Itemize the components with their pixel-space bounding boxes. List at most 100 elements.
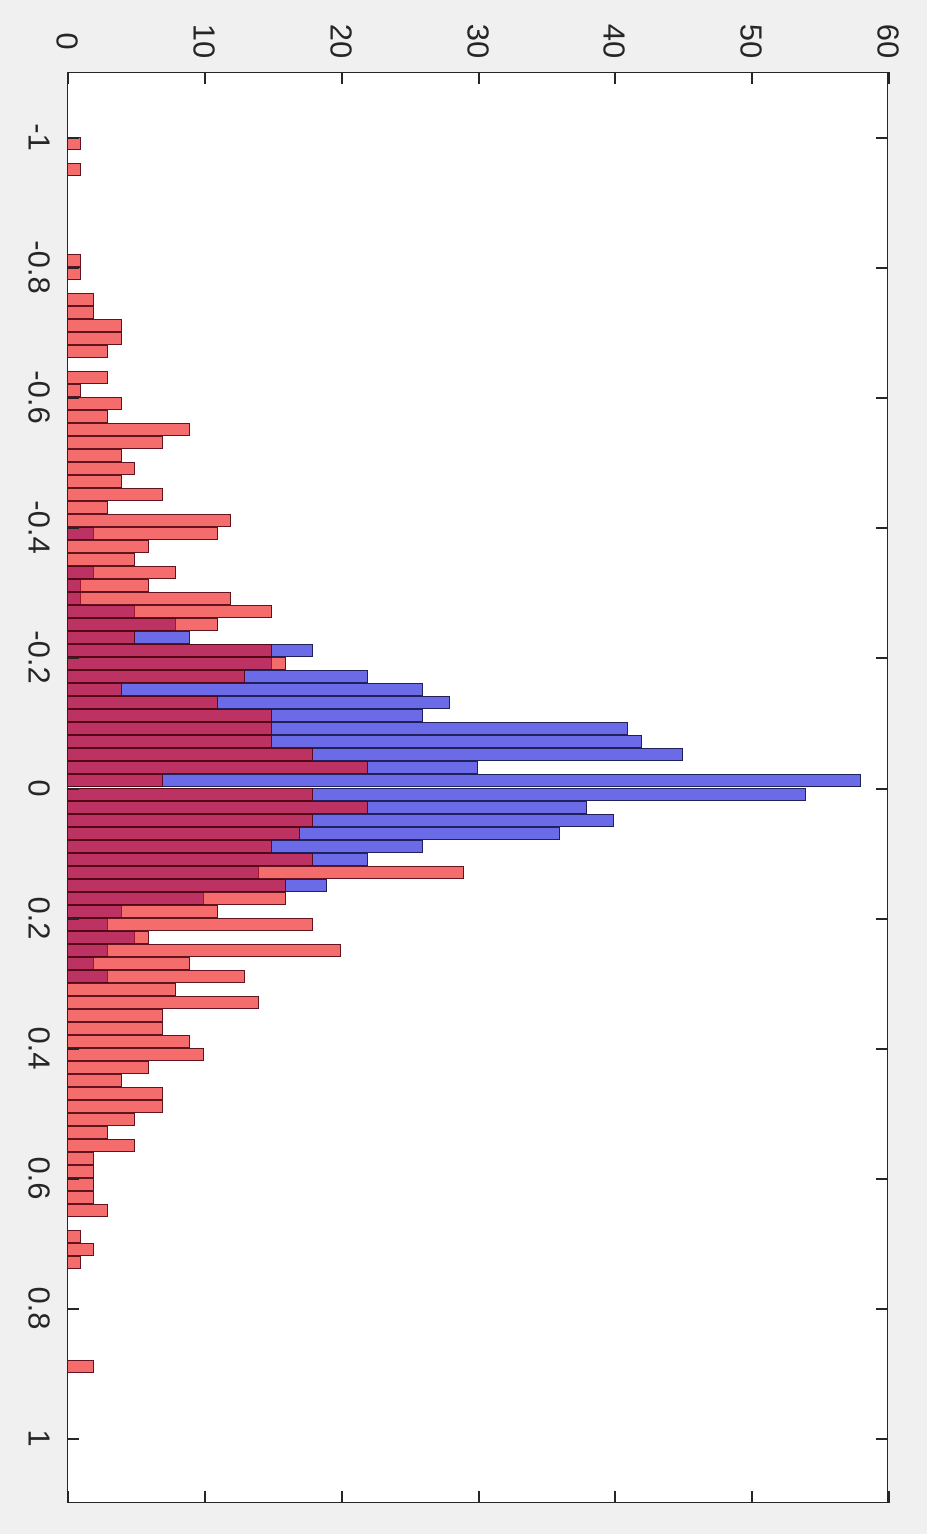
tick-mark <box>67 527 79 529</box>
red-histogram-bar <box>67 371 108 384</box>
red-histogram-bar <box>67 579 149 592</box>
red-histogram-bar <box>67 1100 163 1113</box>
red-histogram-bar <box>67 853 313 866</box>
tick-mark <box>67 1308 79 1310</box>
red-histogram-bar <box>67 1022 163 1035</box>
tick-mark <box>888 72 890 84</box>
red-histogram-bar <box>67 957 190 970</box>
red-histogram-bar <box>67 709 272 722</box>
red-histogram-bar <box>67 345 108 358</box>
red-histogram-bar <box>67 892 286 905</box>
red-histogram-bar <box>67 814 313 827</box>
red-histogram-bar <box>67 319 122 332</box>
position-axis-tick-label: -0.4 <box>21 500 57 555</box>
tick-mark <box>341 72 343 84</box>
red-histogram-bar <box>67 1035 190 1048</box>
value-axis-tick-label: 10 <box>186 23 222 59</box>
tick-mark <box>478 1491 480 1503</box>
red-histogram-bar <box>67 384 81 397</box>
tick-mark <box>478 72 480 84</box>
red-histogram-bar <box>67 1204 108 1217</box>
red-histogram-bar <box>67 1230 81 1243</box>
position-axis-tick-label: -1 <box>21 123 57 151</box>
tick-mark <box>614 72 616 84</box>
red-histogram-bar <box>67 683 122 696</box>
red-histogram-bar <box>67 1256 81 1269</box>
tick-mark <box>876 918 888 920</box>
red-histogram-bar <box>67 540 149 553</box>
position-axis-tick-label: 0.2 <box>21 896 57 940</box>
red-histogram-bar <box>67 1360 94 1373</box>
red-histogram-bar <box>67 1009 163 1022</box>
red-histogram-bar <box>67 644 272 657</box>
value-axis-tick-label: 40 <box>596 23 632 59</box>
red-histogram-bar <box>67 944 341 957</box>
tick-mark <box>67 137 79 139</box>
red-histogram-bar <box>67 592 231 605</box>
position-axis-tick-label: 0.4 <box>21 1026 57 1070</box>
red-histogram-bar <box>67 332 122 345</box>
tick-mark <box>67 1048 79 1050</box>
tick-mark <box>341 1491 343 1503</box>
red-histogram-bar <box>67 267 81 280</box>
red-histogram-bar <box>67 1191 94 1204</box>
tick-mark <box>876 527 888 529</box>
red-histogram-bar <box>67 1178 94 1191</box>
tick-mark <box>876 1178 888 1180</box>
red-histogram-bar <box>67 1113 135 1126</box>
red-histogram-bar <box>67 761 368 774</box>
tick-mark <box>876 657 888 659</box>
plot-area <box>67 72 890 1503</box>
red-histogram-bar <box>67 866 464 879</box>
value-axis-tick-label: 60 <box>870 23 906 59</box>
red-histogram-bar <box>67 501 108 514</box>
tick-mark <box>876 788 888 790</box>
red-histogram-bar <box>67 670 245 683</box>
tick-mark <box>751 72 753 84</box>
red-histogram-bar <box>67 905 218 918</box>
tick-mark <box>876 267 888 269</box>
red-histogram-bar <box>67 1165 94 1178</box>
value-axis-tick-label: 50 <box>733 23 769 59</box>
position-axis-tick-label: -0.6 <box>21 370 57 424</box>
tick-mark <box>67 1438 79 1440</box>
red-histogram-bar <box>67 605 272 618</box>
tick-mark <box>67 657 79 659</box>
red-histogram-bar <box>67 527 218 540</box>
tick-mark <box>876 1438 888 1440</box>
red-histogram-bar <box>67 840 272 853</box>
red-histogram-bar <box>67 449 122 462</box>
tick-mark <box>204 72 206 84</box>
red-histogram-bar <box>67 970 245 983</box>
red-histogram-bar <box>67 1074 122 1087</box>
value-axis-tick-label: 0 <box>49 32 85 50</box>
red-histogram-bar <box>67 774 163 787</box>
red-histogram-bar <box>67 462 135 475</box>
tick-mark <box>876 1308 888 1310</box>
red-histogram-bar <box>67 410 108 423</box>
red-histogram-bar <box>67 748 313 761</box>
red-histogram-bar <box>67 137 81 150</box>
position-axis-tick-label: -0.8 <box>21 240 57 294</box>
red-histogram-bar <box>67 722 272 735</box>
position-axis-tick-label: 1 <box>21 1429 57 1447</box>
tick-mark <box>67 72 69 84</box>
red-histogram-bar <box>67 931 149 944</box>
red-histogram-bar <box>67 1048 204 1061</box>
red-histogram-bar <box>67 1139 135 1152</box>
red-histogram-bar <box>67 423 190 436</box>
red-histogram-bar <box>67 801 368 814</box>
tick-mark <box>614 1491 616 1503</box>
red-histogram-bar <box>67 566 176 579</box>
red-histogram-bar <box>67 306 94 319</box>
position-axis-tick-label: 0 <box>21 778 57 797</box>
red-histogram-bar <box>67 397 122 410</box>
red-histogram-bar <box>67 657 286 670</box>
tick-mark <box>204 1491 206 1503</box>
red-histogram-bar <box>67 163 81 176</box>
red-histogram-bar <box>67 488 163 501</box>
red-histogram-bar <box>67 553 135 566</box>
red-histogram-bar <box>67 996 259 1009</box>
tick-mark <box>888 1491 890 1503</box>
tick-mark <box>67 918 79 920</box>
